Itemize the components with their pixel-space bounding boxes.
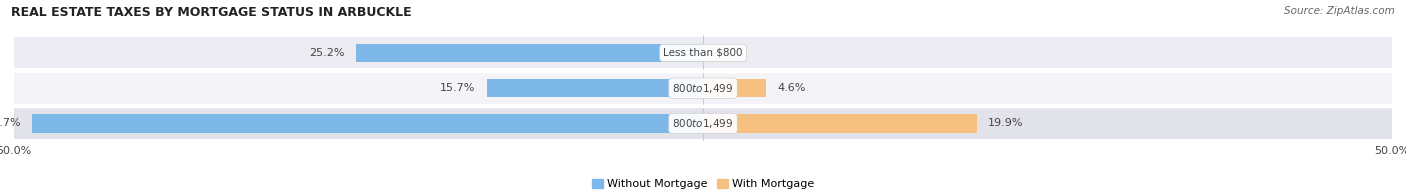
Text: REAL ESTATE TAXES BY MORTGAGE STATUS IN ARBUCKLE: REAL ESTATE TAXES BY MORTGAGE STATUS IN … — [11, 6, 412, 19]
Bar — [486, 79, 703, 97]
Bar — [356, 44, 703, 62]
Bar — [14, 108, 1392, 139]
Text: Less than $800: Less than $800 — [664, 48, 742, 58]
Text: $800 to $1,499: $800 to $1,499 — [672, 117, 734, 130]
Text: 4.6%: 4.6% — [778, 83, 806, 93]
Bar — [703, 114, 977, 133]
Text: Source: ZipAtlas.com: Source: ZipAtlas.com — [1284, 6, 1395, 16]
Text: 15.7%: 15.7% — [440, 83, 475, 93]
Text: 19.9%: 19.9% — [988, 118, 1024, 129]
Bar — [14, 37, 1392, 68]
Text: 0.0%: 0.0% — [714, 48, 742, 58]
Bar — [32, 114, 703, 133]
Text: $800 to $1,499: $800 to $1,499 — [672, 82, 734, 95]
Legend: Without Mortgage, With Mortgage: Without Mortgage, With Mortgage — [588, 175, 818, 194]
Text: 25.2%: 25.2% — [309, 48, 344, 58]
Bar — [14, 73, 1392, 104]
Text: 48.7%: 48.7% — [0, 118, 21, 129]
Bar — [703, 79, 766, 97]
